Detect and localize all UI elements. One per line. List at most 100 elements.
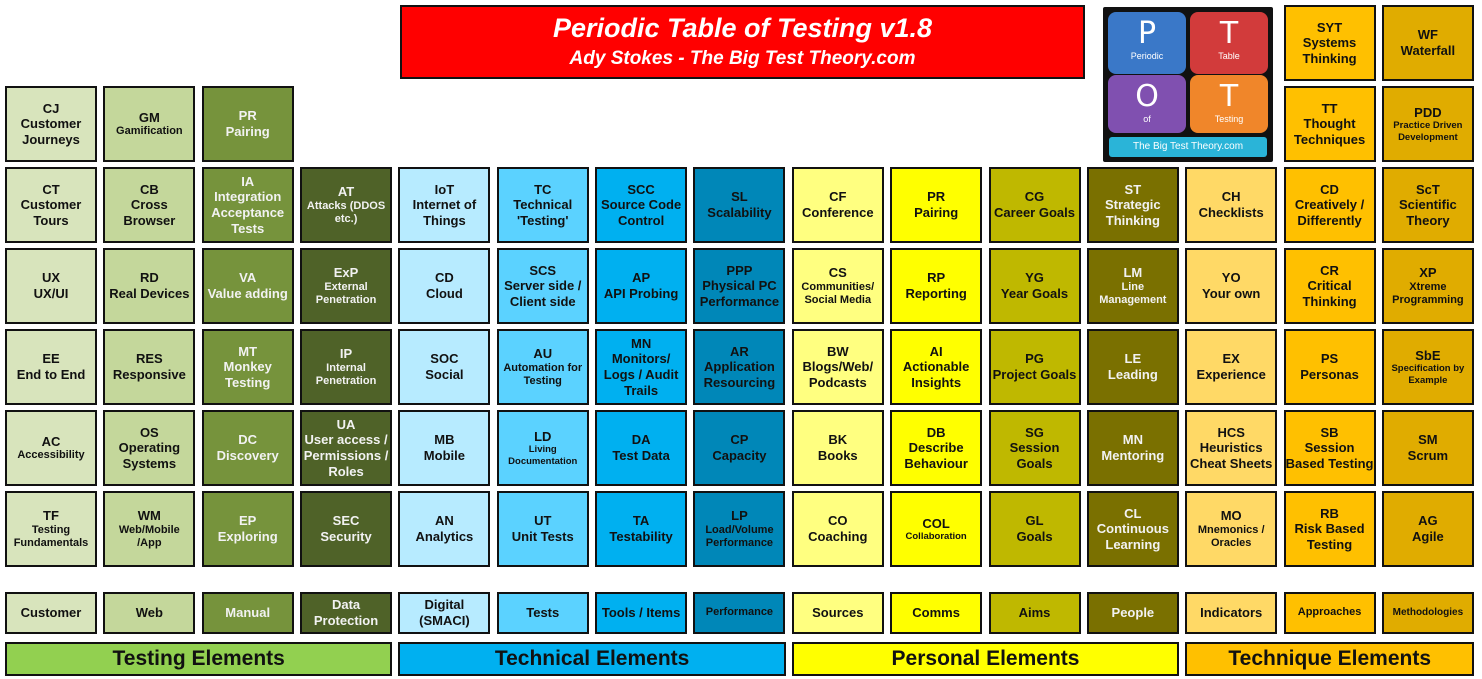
logo-banner: The Big Test Theory.com xyxy=(1109,137,1267,157)
element-name: Your own xyxy=(1202,286,1261,301)
element-cell-pr: PR Pairing xyxy=(890,167,983,243)
element-symbol: MN xyxy=(630,335,652,351)
element-name: Unit Tests xyxy=(511,529,574,544)
category-technical-elements: Technical Elements xyxy=(398,642,786,676)
element-cell-yo: YO Your own xyxy=(1185,248,1278,324)
element-cell-co: CO Coaching xyxy=(791,491,884,567)
element-cell-ip: IP Internal Penetration xyxy=(300,329,393,405)
element-name: Leading xyxy=(1107,367,1158,382)
element-cell-res: RES Responsive xyxy=(103,329,196,405)
element-cell-au: AU Automation for Testing xyxy=(496,329,589,405)
element-cell-pg: PG Project Goals xyxy=(988,329,1081,405)
legend-data-protection: Data Protection xyxy=(300,592,393,634)
element-symbol: CL xyxy=(1124,505,1142,521)
element-cell-cp: CP Capacity xyxy=(693,410,786,486)
element-symbol: TF xyxy=(43,508,59,524)
element-symbol: EP xyxy=(239,513,257,529)
element-symbol: CD xyxy=(1320,181,1339,197)
element-cell-ppp: PPP Physical PC Performance xyxy=(693,248,786,324)
element-symbol: CD xyxy=(435,270,454,286)
legend-web: Web xyxy=(103,592,196,634)
element-cell-sg: SG Session Goals xyxy=(988,410,1081,486)
element-name: Pairing xyxy=(225,124,270,139)
element-cell-scc: SCC Source Code Control xyxy=(595,167,688,243)
element-name: Attacks (DDOS etc.) xyxy=(306,199,386,225)
element-name: Cross Browser xyxy=(123,197,176,228)
element-symbol: AT xyxy=(337,184,355,200)
element-symbol: SM xyxy=(1418,432,1438,448)
element-cell-ux: UX UX/UI xyxy=(5,248,97,324)
element-symbol: EX xyxy=(1222,351,1240,367)
logo-tile-t1: T Table xyxy=(1190,12,1268,74)
element-symbol: RB xyxy=(1320,505,1339,521)
element-cell-ps: PS Personas xyxy=(1283,329,1376,405)
element-name: Scientific Theory xyxy=(1398,197,1457,228)
element-symbol: SL xyxy=(731,189,748,205)
element-name: Exploring xyxy=(217,529,278,544)
element-symbol: DB xyxy=(926,424,946,440)
element-name: Technical 'Testing' xyxy=(513,197,573,228)
legend-people: People xyxy=(1086,592,1179,634)
element-cell-sl: SL Scalability xyxy=(693,167,786,243)
element-cell-hcs: HCS Heuristics Cheat Sheets xyxy=(1185,410,1278,486)
element-cell-ap: AP API Probing xyxy=(595,248,688,324)
element-name: Server side / Client side xyxy=(504,278,582,309)
legend-aims: Aims xyxy=(988,592,1081,634)
element-name: Continuous Learning xyxy=(1096,521,1169,552)
element-symbol: CR xyxy=(1320,262,1339,278)
element-symbol: CO xyxy=(828,513,848,529)
legend-methodologies: Methodologies xyxy=(1381,592,1474,634)
element-symbol: EE xyxy=(42,351,60,367)
element-symbol: SYT xyxy=(1316,19,1343,35)
element-name: Experience xyxy=(1196,367,1266,382)
element-cell-rb: RB Risk Based Testing xyxy=(1283,491,1376,567)
element-symbol: MB xyxy=(434,432,455,448)
ptot-logo: P Periodic T Table O of T Testing The Bi… xyxy=(1103,7,1273,162)
element-symbol: AN xyxy=(435,513,454,529)
element-name: Career Goals xyxy=(994,205,1075,220)
element-symbol: SEC xyxy=(332,513,360,529)
element-cell-ai: AI Actionable Insights xyxy=(890,329,983,405)
category-testing-elements: Testing Elements xyxy=(5,642,393,676)
element-name: Session Based Testing xyxy=(1285,440,1374,471)
element-symbol: YO xyxy=(1221,270,1241,286)
element-cell-cf: CF Conference xyxy=(791,167,884,243)
element-symbol: SCS xyxy=(529,262,557,278)
element-symbol: AC xyxy=(41,433,61,449)
element-symbol: SOC xyxy=(430,351,459,367)
element-cell-ee: EE End to End xyxy=(5,329,97,405)
element-name: Specification by Example xyxy=(1391,363,1465,386)
element-symbol: DA xyxy=(631,432,651,448)
element-symbol: IA xyxy=(241,173,255,189)
element-symbol: RES xyxy=(135,351,163,367)
legend-sources: Sources xyxy=(791,592,884,634)
element-cell-ia: IA Integration Acceptance Tests xyxy=(201,167,294,243)
element-name: Scrum xyxy=(1407,448,1449,463)
element-name: Waterfall xyxy=(1400,43,1456,58)
element-name: Gamification xyxy=(116,125,183,138)
element-symbol: CJ xyxy=(42,100,60,116)
element-cell-mo: MO Mnemonics / Oracles xyxy=(1185,491,1278,567)
element-name: Test Data xyxy=(612,448,670,463)
element-name: End to End xyxy=(16,367,86,382)
element-cell-mt: MT Monkey Testing xyxy=(201,329,294,405)
element-name: Thought Techniques xyxy=(1293,116,1366,147)
element-symbol: MO xyxy=(1220,508,1242,524)
element-name: Mobile xyxy=(423,448,465,463)
category-personal-elements: Personal Elements xyxy=(791,642,1180,676)
element-symbol: SG xyxy=(1025,424,1044,440)
element-cell-pr: PR Pairing xyxy=(201,86,294,162)
logo-tile-t2: T Testing xyxy=(1190,75,1268,133)
element-name: Actionable Insights xyxy=(902,359,970,390)
element-cell-mn: MN Monitors/ Logs / Audit Trails xyxy=(595,329,688,405)
element-cell-mb: MB Mobile xyxy=(398,410,491,486)
element-symbol: CG xyxy=(1024,189,1045,205)
logo-tile-o: O of xyxy=(1108,75,1186,133)
element-cell-tf: TF Testing Fundamentals xyxy=(5,491,97,567)
element-symbol: CS xyxy=(828,265,847,281)
element-symbol: AI xyxy=(929,343,943,359)
element-symbol: VA xyxy=(239,270,257,286)
element-name: Living Documentation xyxy=(508,444,578,467)
element-name: Mnemonics / Oracles xyxy=(1197,523,1265,549)
element-symbol: TT xyxy=(1321,100,1338,116)
